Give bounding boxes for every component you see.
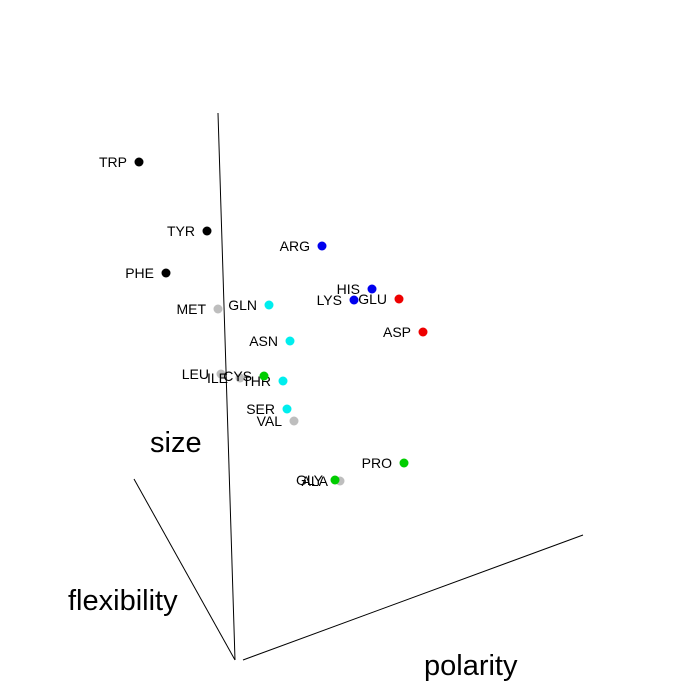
point-lys: LYS — [317, 292, 359, 308]
point-marker — [134, 157, 144, 167]
point-arg: ARG — [280, 238, 327, 254]
point-phe: PHE — [125, 265, 171, 281]
flexibility-axis-title: flexibility — [68, 585, 178, 617]
point-his: HIS — [337, 281, 377, 297]
point-asp: ASP — [383, 324, 428, 340]
point-marker — [317, 241, 327, 251]
size-axis-title: size — [150, 427, 202, 459]
point-marker — [278, 376, 288, 386]
point-label: PHE — [125, 265, 154, 281]
polarity-axis-title: polarity — [424, 650, 518, 681]
point-marker — [418, 327, 428, 337]
point-label: ILE — [207, 370, 228, 386]
point-ser: SER — [246, 401, 292, 417]
point-marker — [259, 371, 269, 381]
point-glu: GLU — [358, 291, 404, 307]
point-trp: TRP — [99, 154, 144, 170]
point-label: LYS — [317, 292, 342, 308]
point-cys: CYS — [223, 368, 269, 384]
point-label: CYS — [223, 368, 252, 384]
point-ile: ILE — [207, 370, 245, 386]
point-label: ALA — [302, 473, 329, 489]
axis-titles: size flexibility polarity — [68, 427, 518, 681]
point-label: GLN — [228, 297, 257, 313]
point-label: SER — [246, 401, 275, 417]
point-label: VAL — [257, 413, 283, 429]
point-label: PRO — [362, 455, 392, 471]
point-marker — [285, 336, 295, 346]
point-pro: PRO — [362, 455, 409, 471]
point-marker — [161, 268, 171, 278]
point-marker — [349, 295, 359, 305]
axes — [133, 112, 584, 661]
point-met: MET — [176, 301, 223, 317]
point-label: ASN — [249, 333, 278, 349]
point-marker — [330, 475, 340, 485]
polarity-axis-line — [242, 534, 584, 661]
point-gln: GLN — [228, 297, 274, 313]
point-label: MET — [176, 301, 206, 317]
flexibility-axis-line — [133, 478, 236, 661]
point-label: ARG — [280, 238, 310, 254]
point-label: GLY — [296, 472, 324, 488]
point-tyr: TYR — [167, 223, 212, 239]
point-marker — [394, 294, 404, 304]
point-label: ASP — [383, 324, 411, 340]
point-label: TRP — [99, 154, 127, 170]
size-axis-line — [217, 112, 236, 661]
point-leu: LEU — [182, 366, 226, 382]
point-marker — [213, 304, 223, 314]
point-marker — [289, 416, 299, 426]
point-label: LEU — [182, 366, 209, 382]
point-marker — [399, 458, 409, 468]
point-marker — [202, 226, 212, 236]
point-asn: ASN — [249, 333, 295, 349]
point-gly: GLY — [296, 472, 340, 488]
point-marker — [367, 284, 377, 294]
point-marker — [216, 369, 226, 379]
point-label: HIS — [337, 281, 360, 297]
point-val: VAL — [257, 413, 299, 429]
point-marker — [282, 404, 292, 414]
point-label: GLU — [358, 291, 387, 307]
point-marker — [264, 300, 274, 310]
point-label: TYR — [167, 223, 195, 239]
point-marker — [235, 373, 245, 383]
